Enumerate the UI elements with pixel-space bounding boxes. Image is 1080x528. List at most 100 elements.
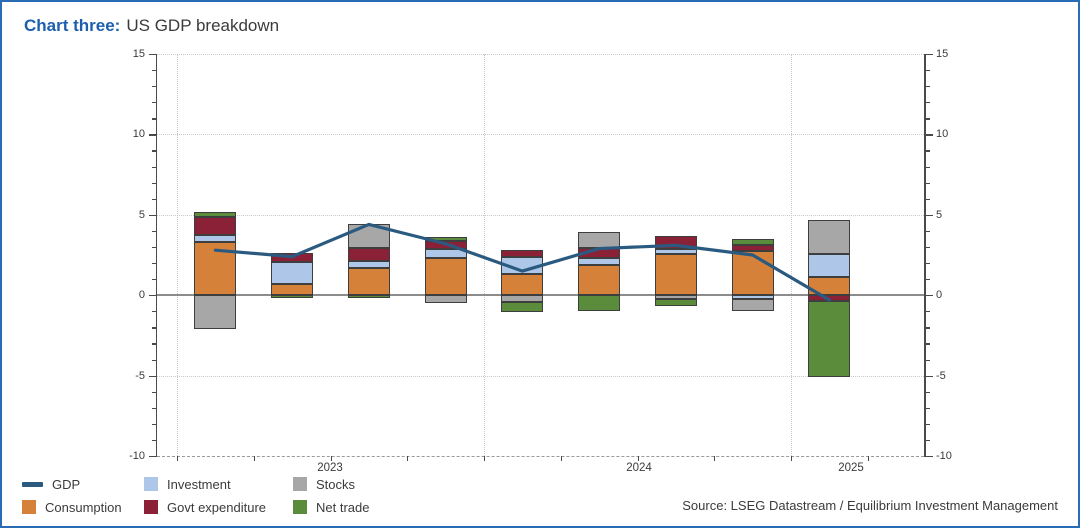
bar-segment-net-trade — [654, 299, 697, 307]
legend-swatch-square — [293, 500, 307, 514]
x-tick — [407, 456, 409, 461]
legend-swatch-square — [144, 477, 158, 491]
bar-segment-net-trade — [808, 300, 851, 378]
y-tick-right — [925, 70, 930, 72]
y-axis-tick-label-right: -10 — [936, 450, 952, 462]
legend-label: Govt expenditure — [167, 499, 267, 515]
y-tick-left — [151, 407, 156, 409]
bar-segment-net-trade — [347, 295, 390, 298]
bar-segment-stocks — [424, 295, 467, 304]
y-tick-right — [925, 118, 930, 120]
y-tick-right — [925, 54, 933, 56]
x-tick — [484, 456, 486, 461]
bar-segment-govt-expenditure — [424, 240, 467, 250]
y-tick-right — [925, 375, 933, 377]
bar-segment-govt-expenditure — [501, 250, 544, 257]
y-tick-right — [925, 456, 933, 458]
bar-segment-investment — [654, 249, 697, 255]
y-tick-right — [925, 182, 930, 184]
chart-title: Chart three: US GDP breakdown — [24, 16, 279, 36]
chart-title-text: US GDP breakdown — [126, 16, 280, 35]
y-tick-right — [925, 359, 930, 361]
bar-segment-net-trade — [271, 295, 314, 299]
y-tick-left — [151, 70, 156, 72]
y-tick-left — [151, 327, 156, 329]
bar-segment-investment — [271, 262, 314, 284]
y-tick-right — [925, 246, 930, 249]
legend-item-consumption: Consumption — [22, 499, 122, 515]
y-tick-right — [925, 134, 933, 136]
bar-segment-consumption — [424, 258, 467, 296]
bar-segment-stocks — [347, 224, 390, 248]
y-tick-right — [925, 423, 930, 426]
legend-swatch-line — [22, 481, 43, 487]
x-tick — [560, 456, 562, 461]
y-tick-left — [151, 263, 156, 265]
bar-segment-consumption — [578, 265, 621, 296]
x-tick — [637, 456, 639, 461]
plot-area: 15 15 10 10 5 5 0 0 -5 -5 -10 -10 2023 2024 2025 — [2, 2, 1078, 474]
y-tick-left — [148, 295, 156, 297]
y-tick-right — [925, 150, 930, 152]
x-year-label: 2023 — [317, 462, 343, 474]
y-tick-left — [151, 198, 156, 200]
x-tick — [714, 456, 716, 461]
y-tick-left — [151, 166, 156, 168]
legend-swatch-square — [22, 500, 36, 514]
y-axis-tick-label-left: 5 — [138, 208, 145, 221]
year-gridline — [484, 54, 485, 456]
y-tick-left — [151, 150, 156, 152]
legend-label: GDP — [52, 476, 81, 492]
bar-segment-govt-expenditure — [731, 244, 774, 251]
y-tick-left — [151, 279, 156, 281]
y-tick-left — [148, 456, 156, 458]
bar-segment-consumption — [654, 254, 697, 296]
y-tick-left — [151, 359, 156, 361]
x-tick — [177, 456, 179, 461]
legend-item-stocks: Stocks — [293, 476, 355, 492]
legend-swatch-square — [293, 477, 307, 491]
y-axis-tick-label-right: 5 — [936, 208, 943, 221]
bar-segment-govt-expenditure — [578, 247, 621, 259]
bar-segment-net-trade — [194, 211, 237, 218]
y-tick-left — [151, 439, 156, 442]
y-tick-left — [151, 391, 156, 393]
y-tick-left — [148, 134, 156, 136]
bar-segment-consumption — [808, 276, 851, 296]
bar-segment-stocks — [731, 299, 774, 312]
y-tick-left — [151, 118, 156, 120]
y-axis-tick-label-right: 0 — [936, 289, 943, 302]
y-tick-right — [925, 214, 933, 216]
bar-segment-stocks — [194, 295, 237, 329]
y-tick-right — [925, 279, 930, 281]
source-text: Source: LSEG Datastream / Equilibrium In… — [682, 498, 1058, 513]
bar-segment-consumption — [271, 283, 314, 296]
y-tick-right — [925, 407, 930, 409]
bar-segment-net-trade — [424, 236, 467, 241]
bar-segment-investment — [578, 258, 621, 266]
y-tick-right — [925, 263, 930, 265]
y-tick-right — [925, 391, 930, 393]
y-tick-left — [148, 54, 156, 56]
year-gridline — [177, 54, 178, 456]
bar-segment-consumption — [347, 267, 390, 296]
x-tick — [791, 456, 793, 461]
y-tick-right — [925, 102, 930, 104]
h-gridline — [157, 214, 924, 216]
legend-item-investment: Investment — [144, 476, 231, 492]
legend-label: Stocks — [316, 476, 356, 492]
h-gridline — [157, 375, 924, 377]
y-tick-right — [925, 166, 930, 168]
bar-segment-stocks — [578, 232, 621, 248]
y-tick-left — [148, 375, 156, 377]
y-axis-tick-label-left: 10 — [132, 128, 145, 141]
bar-segment-govt-expenditure — [347, 247, 390, 262]
x-tick — [867, 456, 869, 461]
bar-segment-investment — [194, 234, 237, 243]
y-tick-right — [925, 343, 930, 345]
y-tick-left — [151, 102, 156, 104]
y-tick-left — [151, 423, 156, 426]
y-axis-tick-label-right: 15 — [936, 48, 949, 60]
y-axis-tick-label-left: -5 — [135, 369, 145, 382]
